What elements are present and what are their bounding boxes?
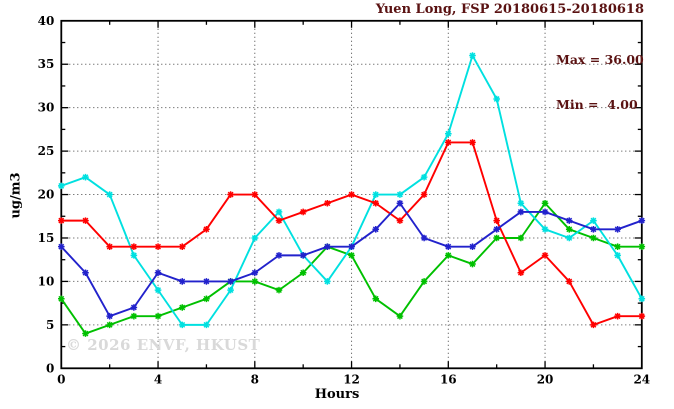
- x-tick-label: 12: [343, 372, 360, 386]
- x-tick-label: 4: [154, 372, 162, 386]
- max-min-legend: Max = 36.00 Min = 4.00: [556, 22, 644, 142]
- series-green-line: [60, 202, 642, 335]
- series-red-markers: [58, 139, 646, 329]
- series-cyan-line: [60, 54, 643, 326]
- y-tick-label: 20: [38, 188, 55, 202]
- plot-frame: [60, 19, 643, 370]
- y-axis-label: ug/m3: [8, 172, 24, 219]
- y-tick-label: 5: [46, 318, 54, 332]
- x-tick-label: 20: [537, 372, 554, 386]
- y-tick-label: 15: [38, 231, 55, 245]
- y-tick-label: 0: [46, 361, 54, 375]
- series-red: [58, 139, 646, 329]
- y-tick-label: 25: [38, 144, 55, 158]
- chart-title: Yuen Long, FSP 20180615-20180618: [375, 2, 644, 17]
- x-tick-label: 16: [440, 372, 457, 386]
- y-tick-label: 10: [38, 274, 55, 288]
- legend-min: Min = 4.00: [556, 97, 638, 112]
- y-tick-label: 35: [38, 57, 55, 71]
- x-tick-label: 8: [251, 372, 259, 386]
- watermark-text: © 2026 ENVF, HKUST: [66, 336, 261, 354]
- series-cyan-markers: [58, 52, 646, 329]
- y-tick-label: 40: [38, 14, 55, 28]
- x-axis-label: Hours: [314, 387, 360, 402]
- series-blue: [58, 199, 646, 320]
- series-blue-markers: [58, 199, 646, 320]
- x-tick-label: 0: [57, 372, 65, 386]
- x-tick-label: 24: [633, 372, 650, 386]
- series-blue-line: [60, 202, 643, 318]
- y-tick-label: 30: [38, 101, 55, 115]
- legend-max: Max = 36.00: [556, 52, 644, 67]
